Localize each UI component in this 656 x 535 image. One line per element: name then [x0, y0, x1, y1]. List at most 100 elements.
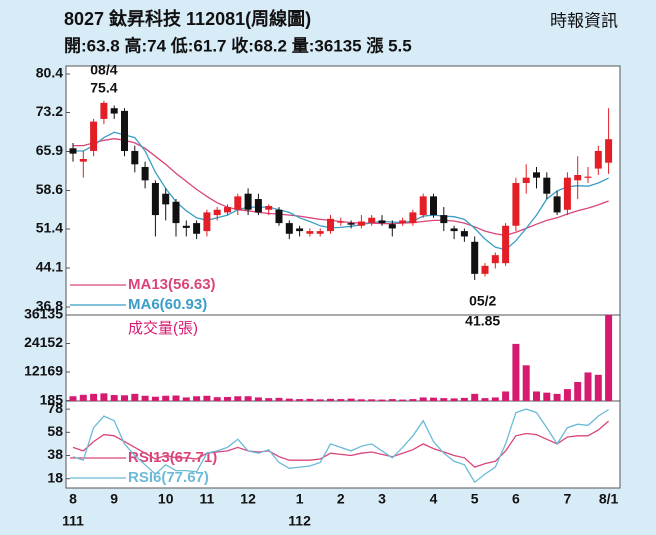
- legend-label: MA13(56.63): [128, 276, 216, 293]
- x-tick-label: 5: [471, 491, 479, 507]
- plot-frame: [65, 65, 621, 489]
- volume-bar: [368, 399, 376, 401]
- volume-bar: [162, 395, 170, 401]
- annotation-date: 08/4: [90, 61, 117, 77]
- volume-bar: [316, 399, 324, 401]
- candle-body: [337, 221, 345, 223]
- volume-bar: [460, 397, 468, 401]
- legend-label: RSI6(77.67): [128, 469, 209, 486]
- volume-bar: [584, 372, 592, 401]
- volume-bar: [409, 399, 417, 401]
- volume-bar: [357, 399, 365, 401]
- candle-body: [234, 196, 242, 210]
- y-tick-label: 73.2: [36, 103, 63, 119]
- candle-body: [357, 221, 365, 226]
- candle-body: [409, 212, 417, 224]
- candle-body: [440, 215, 448, 224]
- volume-bar: [605, 315, 613, 401]
- volume-bar: [110, 395, 118, 401]
- legend-label: RSI13(67.71): [128, 449, 217, 466]
- x-tick-label: 2: [337, 491, 345, 507]
- candle-body: [378, 220, 386, 224]
- x-tick-label: 8/1: [599, 491, 619, 507]
- volume-bar: [574, 381, 582, 401]
- volume-bar: [491, 397, 499, 401]
- candle-body: [430, 196, 437, 216]
- candle-body: [327, 218, 334, 232]
- volume-bar: [172, 395, 180, 401]
- volume-bar: [213, 397, 221, 401]
- source: 時報資訊: [550, 11, 618, 30]
- candle-body: [100, 102, 108, 119]
- volume-title: 成交量(張): [128, 319, 198, 337]
- volume-bar: [388, 399, 396, 401]
- y-tick-label: 36135: [24, 306, 63, 322]
- volume-bar: [512, 343, 520, 401]
- candle-body: [574, 175, 582, 181]
- line: [73, 131, 609, 251]
- candle-body: [244, 193, 252, 210]
- candle-body: [316, 231, 324, 234]
- volume-bar: [502, 391, 510, 401]
- volume-bar: [378, 399, 386, 401]
- y-tick-label: 12169: [24, 363, 63, 379]
- volume-bar: [296, 399, 304, 401]
- candle-body: [368, 217, 376, 224]
- volume-bar: [594, 374, 602, 401]
- y-tick-label: 44.1: [36, 259, 63, 275]
- y-tick-label: 38: [47, 446, 63, 462]
- volume-bar: [533, 391, 540, 401]
- candle-body: [79, 158, 87, 162]
- volume-bar: [306, 398, 314, 401]
- summary: 開:63.8 高:74 低:61.7 收:68.2 量:36135 漲 5.5: [64, 35, 412, 55]
- volume-bar: [193, 396, 201, 401]
- volume-bar: [90, 393, 98, 401]
- y-tick-label: 18: [47, 469, 63, 485]
- candle-body: [471, 241, 479, 274]
- volume-bar: [203, 395, 211, 401]
- x-tick-label: 4: [430, 491, 438, 507]
- volume-bar: [399, 399, 407, 401]
- candle-body: [481, 265, 489, 274]
- x-tick-label: 6: [512, 491, 520, 507]
- volume-bar: [347, 398, 355, 401]
- annotation-value: 75.4: [90, 79, 117, 95]
- candle-body: [450, 228, 458, 232]
- x-tick-label: 12: [240, 491, 256, 507]
- volume-bar: [419, 397, 427, 401]
- candle-body: [296, 228, 304, 232]
- candle-body: [388, 224, 396, 229]
- y-tick-label: 58.6: [36, 181, 63, 197]
- candle-body: [172, 201, 180, 224]
- y-tick-label: 65.9: [36, 142, 63, 158]
- candle-body: [605, 139, 613, 163]
- volume-bar: [275, 397, 283, 401]
- candle-body: [265, 205, 273, 210]
- volume-bar: [151, 396, 159, 401]
- volume-bar: [100, 393, 108, 401]
- volume-bar: [182, 397, 190, 401]
- annotation-date: 05/2: [469, 293, 496, 309]
- volume-bar: [481, 398, 489, 401]
- candle-body: [594, 150, 602, 169]
- line: [72, 420, 610, 468]
- year-label: 111: [62, 513, 84, 529]
- candle-body: [533, 172, 540, 178]
- y-tick-label: 78: [47, 400, 63, 416]
- volume-bar: [327, 398, 334, 401]
- candle-body: [419, 196, 427, 216]
- annotation-value: 41.85: [465, 313, 500, 329]
- volume-bar: [285, 398, 293, 401]
- x-tick-label: 9: [110, 491, 118, 507]
- y-tick-label: 51.4: [36, 220, 63, 236]
- x-tick-label: 11: [199, 491, 214, 507]
- candle-body: [285, 223, 293, 234]
- candle-body: [306, 231, 314, 234]
- candle-body: [254, 199, 262, 213]
- x-tick-label: 7: [564, 491, 572, 507]
- volume-bar: [224, 396, 231, 401]
- candle-body: [90, 121, 98, 151]
- candle-body: [69, 148, 77, 154]
- candle-body: [151, 183, 159, 216]
